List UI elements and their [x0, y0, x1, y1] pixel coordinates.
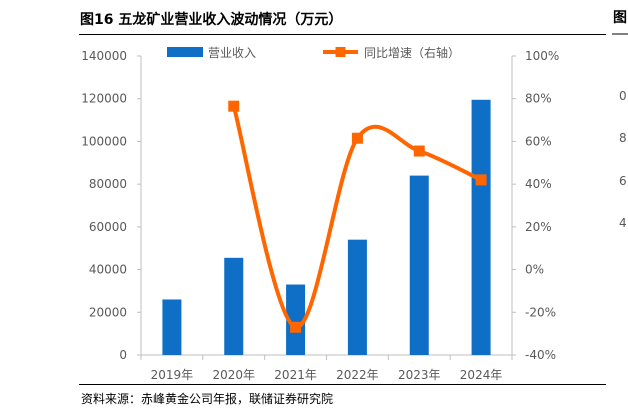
line-marker — [290, 321, 302, 333]
x-tick-label: 2020年 — [212, 368, 255, 382]
right-tick-label: 60% — [525, 134, 552, 148]
right-tick-label: -20% — [525, 305, 556, 319]
line-marker — [475, 174, 487, 186]
left-tick-label: 80000 — [89, 177, 127, 191]
side-tick-fragment: 0 — [619, 89, 627, 103]
x-tick-label: 2021年 — [274, 368, 317, 382]
bar — [162, 299, 182, 355]
bottom-rule — [79, 384, 606, 385]
x-tick-label: 2024年 — [460, 368, 503, 382]
left-tick-label: 40000 — [89, 263, 127, 277]
legend-line-marker — [335, 47, 346, 57]
right-tick-label: 100% — [525, 49, 559, 63]
bar — [471, 99, 491, 356]
source-note: 资料来源：赤峰黄金公司年报，联储证券研究院 — [81, 392, 334, 406]
left-tick-label: 100000 — [81, 134, 127, 148]
x-tick-label: 2019年 — [151, 368, 194, 382]
legend-line-label: 同比增速（右轴） — [364, 45, 460, 60]
right-tick-label: 40% — [525, 177, 552, 191]
chart-axes: 0 20000 40000 60000 80000 100000 120000 140000 -… — [81, 49, 559, 382]
x-tick-label: 2022年 — [336, 368, 379, 382]
right-tick-label: 80% — [525, 92, 552, 106]
side-title-fragment: 图 — [613, 10, 627, 26]
left-tick-label: 0 — [119, 348, 127, 362]
legend-bar-swatch — [167, 47, 203, 57]
bar-series — [162, 99, 491, 356]
line-marker — [351, 132, 363, 144]
side-tick-fragment: 6 — [619, 174, 627, 188]
side-tick-fragment: 8 — [619, 131, 627, 145]
left-tick-label: 140000 — [81, 49, 127, 63]
clipped-side-panel: 图 0 8 6 4 — [612, 0, 628, 417]
bar — [286, 284, 306, 355]
bar — [224, 257, 244, 355]
figure-title: 图16 五龙矿业营业收入波动情况（万元） — [80, 12, 343, 28]
left-tick-label: 120000 — [81, 92, 127, 106]
left-tick-label: 60000 — [89, 220, 127, 234]
x-tick-label: 2023年 — [398, 368, 441, 382]
right-tick-label: 20% — [525, 220, 552, 234]
bar — [347, 239, 367, 355]
right-tick-label: -40% — [525, 348, 556, 362]
legend: 营业收入 同比增速（右轴） — [167, 45, 460, 60]
line-marker — [413, 145, 425, 157]
line-series — [228, 100, 487, 333]
side-tick-fragment: 4 — [619, 216, 627, 230]
right-tick-label: 0% — [525, 263, 544, 277]
top-rule — [79, 34, 606, 35]
side-tick-fragments: 0 8 6 4 — [619, 89, 627, 230]
bar — [409, 175, 429, 355]
legend-bar-label: 营业收入 — [208, 46, 256, 60]
left-tick-label: 20000 — [89, 305, 127, 319]
line-marker — [228, 100, 240, 112]
